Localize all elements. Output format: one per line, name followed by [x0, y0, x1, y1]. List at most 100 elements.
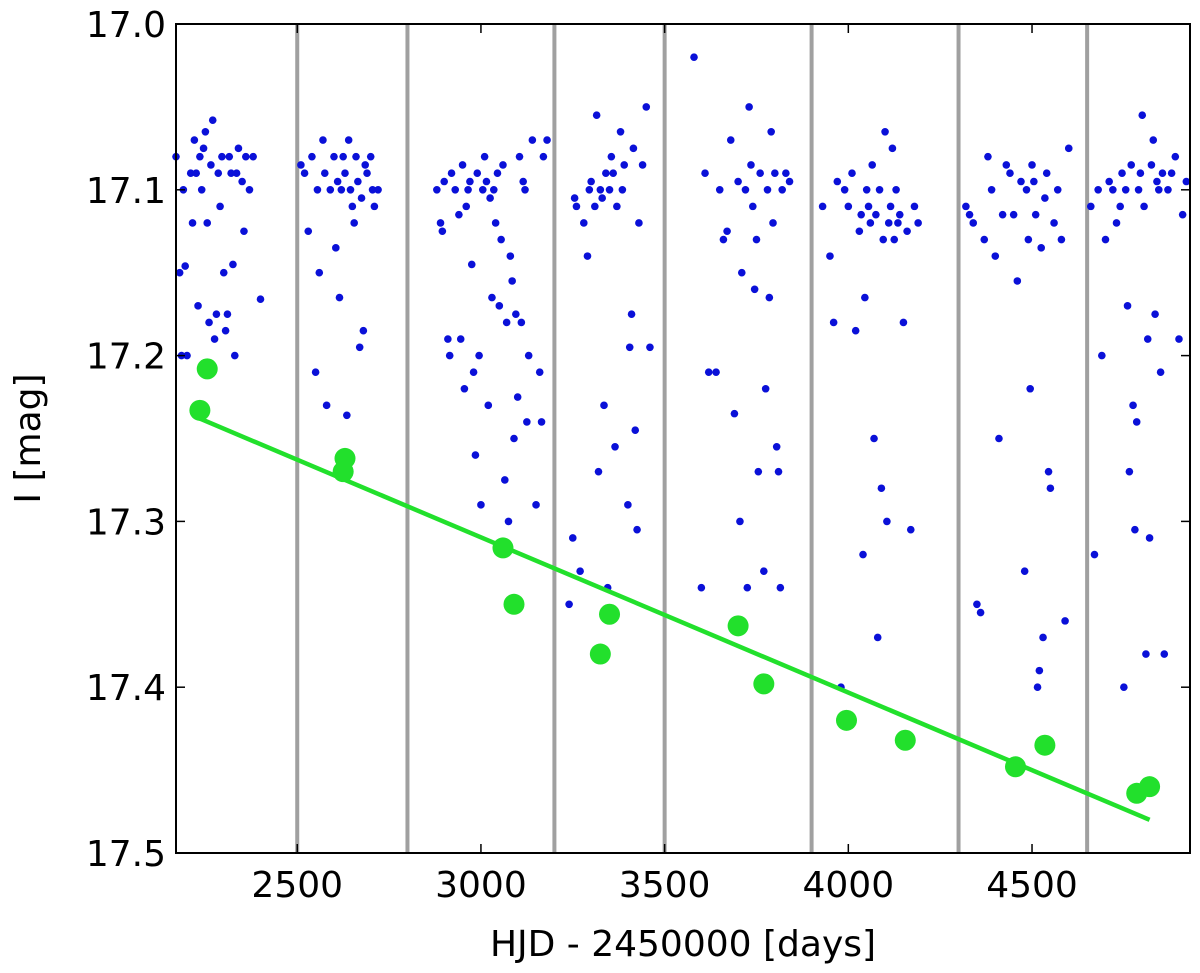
data-point — [512, 310, 520, 318]
data-point — [489, 186, 498, 194]
data-point — [493, 169, 502, 178]
data-point — [458, 161, 467, 169]
data-point — [1064, 144, 1073, 153]
data-point — [995, 434, 1003, 443]
x-tick-label: 4000 — [803, 865, 895, 906]
data-point — [609, 169, 617, 178]
data-point — [219, 268, 228, 277]
data-point — [361, 161, 370, 169]
data-point — [826, 252, 834, 260]
y-tick-label: 17.5 — [86, 834, 166, 875]
data-point — [763, 186, 772, 194]
data-point — [576, 567, 584, 575]
data-point — [1125, 467, 1134, 476]
data-point — [473, 169, 482, 178]
data-point — [726, 136, 735, 144]
data-point — [320, 169, 329, 178]
highlighted-point — [196, 358, 218, 380]
data-point — [899, 318, 908, 327]
data-point — [765, 293, 774, 302]
data-point — [201, 127, 210, 136]
fit-line — [199, 416, 1151, 822]
data-point — [357, 194, 366, 202]
data-point — [1041, 194, 1049, 202]
data-point — [183, 351, 191, 360]
data-point — [462, 202, 471, 211]
data-point — [190, 136, 199, 144]
data-point — [772, 442, 781, 451]
data-point — [1112, 219, 1121, 227]
y-tick-label: 17.0 — [86, 5, 166, 46]
data-point — [175, 268, 184, 277]
data-point — [475, 351, 483, 360]
data-point — [914, 219, 922, 227]
data-point — [600, 401, 608, 410]
data-point — [1101, 235, 1110, 244]
data-point — [300, 169, 309, 178]
data-point — [352, 152, 360, 161]
highlighted-point — [1004, 756, 1026, 778]
data-point — [1033, 683, 1042, 691]
data-point — [348, 202, 357, 211]
data-point — [203, 219, 212, 227]
data-point — [910, 202, 919, 211]
data-point — [491, 219, 500, 227]
data-point — [883, 517, 891, 526]
data-point — [877, 484, 886, 493]
data-point — [326, 186, 335, 194]
data-point — [754, 467, 763, 476]
data-point — [335, 293, 344, 302]
data-point — [330, 152, 338, 161]
data-point — [602, 169, 610, 178]
data-point — [234, 144, 243, 153]
data-point — [1030, 177, 1038, 186]
data-point — [587, 177, 595, 186]
data-point — [192, 169, 201, 178]
data-point — [701, 169, 709, 178]
data-point — [1143, 335, 1152, 343]
data-point — [436, 219, 445, 227]
data-point — [343, 411, 351, 420]
y-tick-label: 17.1 — [86, 171, 166, 212]
data-point — [359, 326, 368, 335]
data-point — [851, 326, 860, 335]
data-point — [723, 227, 731, 236]
y-tick-label: 17.2 — [86, 337, 166, 378]
data-point — [210, 335, 219, 343]
data-point — [221, 326, 230, 335]
data-point — [756, 169, 764, 178]
highlighted-point — [589, 643, 611, 665]
data-point — [1140, 202, 1148, 211]
data-point — [737, 268, 746, 277]
data-point — [620, 161, 629, 169]
data-point — [1044, 467, 1053, 476]
data-point — [486, 194, 494, 202]
data-point — [374, 186, 382, 194]
data-point — [861, 293, 869, 302]
y-axis-ticks: 17.0 17.1 17.2 17.3 17.4 17.5 — [86, 5, 1190, 875]
data-point — [730, 409, 739, 418]
data-point — [888, 144, 897, 153]
data-point — [1171, 152, 1180, 161]
data-point — [484, 401, 493, 410]
data-point — [1134, 186, 1143, 194]
data-point — [1118, 169, 1126, 178]
highlighted-point — [835, 709, 857, 731]
data-point — [962, 202, 970, 211]
data-point — [504, 517, 513, 526]
data-point — [363, 169, 371, 178]
highlighted-point — [599, 603, 621, 625]
data-point — [1061, 617, 1069, 625]
data-point — [543, 136, 551, 144]
data-point — [881, 127, 889, 136]
x-tick-label: 3000 — [435, 865, 527, 906]
highlighted-point — [1034, 734, 1056, 756]
data-point — [866, 219, 875, 227]
data-point — [499, 161, 507, 169]
data-point — [212, 310, 221, 318]
data-point — [537, 418, 546, 426]
data-point — [506, 252, 515, 260]
data-point — [1136, 169, 1145, 178]
data-point — [1024, 235, 1033, 244]
